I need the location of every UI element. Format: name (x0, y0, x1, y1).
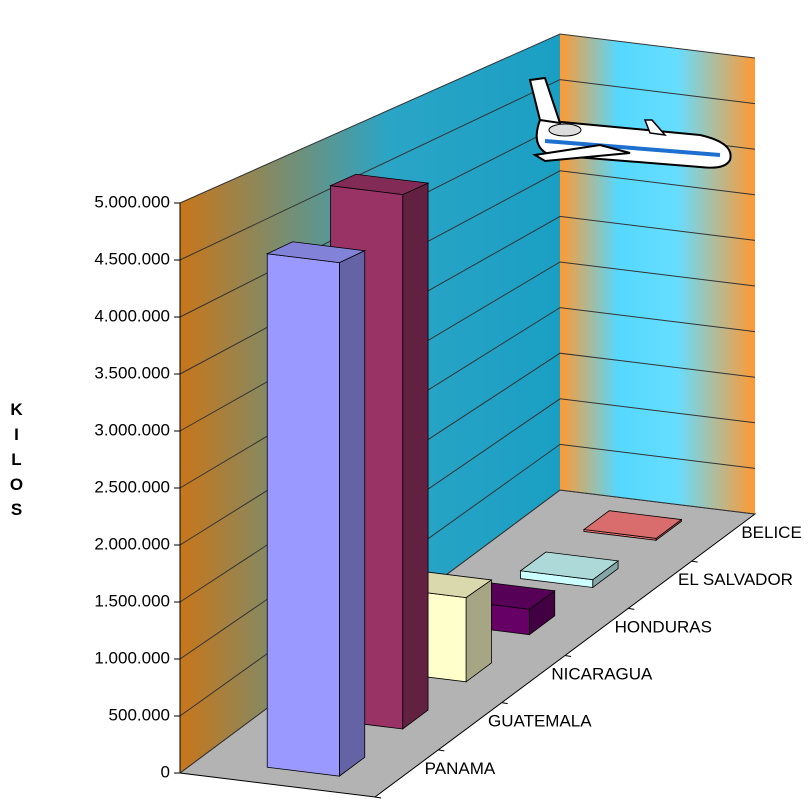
bar-top (265, 241, 367, 264)
x-tick (438, 749, 445, 752)
bar-side (338, 250, 366, 777)
x-tick-label: NICARAGUA (551, 665, 653, 684)
bar-top (582, 510, 683, 539)
y-tick-label: 4.500.000 (94, 249, 170, 268)
x-tick (691, 560, 698, 563)
y-tick-label: 4.000.000 (94, 306, 170, 325)
x-tick-label: HONDURAS (615, 617, 712, 636)
x-tick-label: BELICE (741, 523, 801, 542)
y-axis-label: KILOS (7, 400, 26, 525)
x-tick (564, 655, 572, 657)
x-tick (501, 702, 508, 705)
x-tick (374, 796, 382, 799)
bar (519, 551, 620, 589)
grid-line (179, 33, 756, 204)
x-tick-label: PANAMA (425, 759, 496, 778)
bar (265, 241, 367, 777)
bar-side (402, 182, 429, 730)
x-tick (628, 607, 635, 610)
x-tick-label: GUATEMALA (488, 712, 592, 731)
airplane-illustration (528, 76, 732, 169)
bar-top (329, 173, 430, 195)
bar (582, 510, 683, 542)
y-tick-label: 500.000 (109, 705, 170, 724)
y-tick-label: 5.000.000 (94, 192, 170, 211)
y-tick-label: 1.500.000 (94, 591, 170, 610)
y-tick-label: 2.500.000 (94, 477, 170, 496)
grid-line (179, 79, 756, 261)
y-tick-label: 3.500.000 (94, 363, 170, 382)
bar-front (266, 253, 340, 777)
bar-top (519, 551, 620, 581)
y-tick-label: 1.000.000 (94, 648, 170, 667)
y-tick-label: 3.000.000 (94, 420, 170, 439)
y-tick-label: 0 (161, 762, 170, 781)
y-tick-label: 2.000.000 (94, 534, 170, 553)
x-tick-label: EL SALVADOR (678, 570, 793, 589)
